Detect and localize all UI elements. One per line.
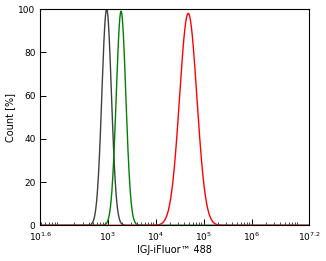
Y-axis label: Count [%]: Count [%] — [6, 93, 16, 142]
X-axis label: IGJ-iFluor™ 488: IGJ-iFluor™ 488 — [137, 245, 212, 256]
